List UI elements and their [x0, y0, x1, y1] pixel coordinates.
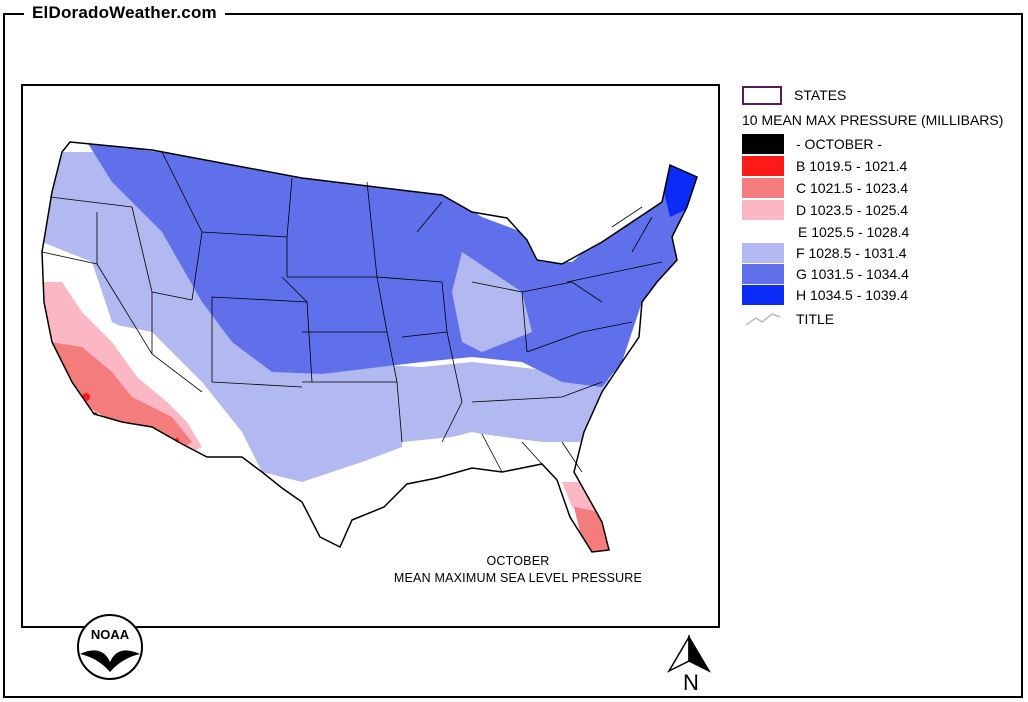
noaa-logo-icon: NOAA	[77, 614, 143, 680]
legend-swatch	[742, 199, 784, 220]
legend-states-label: STATES	[794, 87, 847, 103]
legend-label: H 1034.5 - 1039.4	[796, 286, 909, 303]
legend-label: D 1023.5 - 1025.4	[796, 201, 909, 218]
states-swatch	[742, 85, 782, 105]
legend-row-b: B 1019.5 - 1021.4	[742, 155, 907, 176]
legend-label: E 1025.5 - 1028.4	[798, 223, 910, 240]
legend-heading: 10 MEAN MAX PRESSURE (MILLIBARS)	[742, 112, 1004, 128]
legend-label: F 1028.5 - 1031.4	[796, 244, 907, 261]
region-west-coast-light	[42, 152, 622, 482]
legend-states-row: STATES	[742, 84, 846, 106]
legend-swatch	[742, 133, 784, 154]
site-title: ElDoradoWeather.com	[24, 3, 225, 23]
legend-swatch	[742, 284, 784, 305]
north-arrow-icon	[667, 635, 711, 673]
us-outline	[41, 141, 698, 553]
legend-swatch	[742, 242, 784, 263]
legend-title-row: TITLE	[742, 308, 834, 330]
region-northern-tier-blue	[87, 142, 697, 387]
legend-label: G 1031.5 - 1034.4	[796, 265, 909, 282]
legend-swatch	[742, 155, 784, 176]
region-california-salmon	[50, 342, 192, 452]
legend-row-month: - OCTOBER -	[742, 133, 882, 154]
map-caption-title: MEAN MAXIMUM SEA LEVEL PRESSURE	[393, 571, 643, 585]
legend-row-f: F 1028.5 - 1031.4	[742, 242, 907, 263]
legend-swatch	[742, 220, 786, 243]
legend-row-e: E 1025.5 - 1028.4	[742, 220, 910, 243]
legend-row-h: H 1034.5 - 1039.4	[742, 284, 908, 305]
title-line-icon	[745, 313, 781, 326]
region-great-lakes-light	[452, 252, 532, 352]
legend-row-g: G 1031.5 - 1034.4	[742, 263, 909, 284]
region-florida-salmon	[574, 507, 612, 552]
state-borders	[41, 151, 663, 473]
outer-frame	[3, 13, 1023, 698]
legend-label: - OCTOBER -	[796, 135, 883, 152]
legend-label: C 1021.5 - 1023.4	[796, 179, 909, 196]
map-panel: NOAA OCTOBER MEAN MAXIMUM SEA LEVEL PRES…	[21, 84, 720, 680]
map-caption-month: OCTOBER	[486, 554, 550, 568]
legend-row-c: C 1021.5 - 1023.4	[742, 177, 908, 198]
region-southeast-white	[402, 434, 602, 482]
legend-label: B 1019.5 - 1021.4	[796, 157, 908, 174]
legend-title-label: TITLE	[796, 311, 835, 327]
legend-swatch	[742, 263, 784, 284]
legend-swatch	[742, 177, 784, 198]
legend-row-d: D 1023.5 - 1025.4	[742, 199, 908, 220]
north-label: N	[683, 670, 699, 695]
region-southwest-white	[42, 242, 242, 457]
us-pressure-map	[41, 141, 698, 553]
noaa-logo-text: NOAA	[91, 627, 130, 642]
